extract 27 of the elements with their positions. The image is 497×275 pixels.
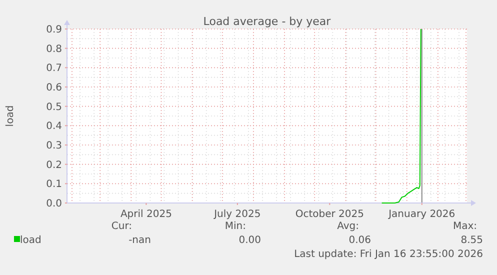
line-series	[381, 28, 422, 204]
text: 8.55	[460, 235, 483, 246]
text: Min:	[224, 221, 246, 232]
legend-label: load	[20, 235, 42, 246]
text: Max:	[452, 221, 477, 232]
y-axis-title: load	[5, 105, 16, 127]
chart-title: Load average - by year	[203, 15, 332, 28]
y-tick-label: 0.1	[46, 179, 62, 190]
text: Last update: Fri Jan 16 23:55:00 2026	[294, 249, 483, 260]
text: Avg:	[337, 221, 359, 232]
y-tick-label: 0.8	[46, 44, 62, 55]
y-tick-label: 0.0	[46, 198, 62, 210]
y-tick-label: 0.4	[46, 121, 62, 132]
y-tick-label: 0.9	[46, 24, 62, 36]
x-tick-label: October 2025	[295, 209, 364, 220]
text: 0.00	[238, 235, 261, 246]
x-tick-label: January 2026	[388, 209, 456, 220]
text: 0.06	[348, 235, 371, 246]
y-tick-label: 0.3	[46, 140, 62, 152]
text: -nan	[128, 235, 151, 246]
y-tick-label: 0.2	[46, 160, 62, 171]
y-tick-label: 0.7	[46, 63, 62, 74]
y-tick-label: 0.5	[46, 102, 62, 113]
x-tick-label: April 2025	[120, 209, 172, 220]
text: Cur:	[111, 221, 132, 232]
x-tick-label: July 2025	[213, 209, 261, 220]
y-tick-label: 0.6	[46, 82, 62, 94]
